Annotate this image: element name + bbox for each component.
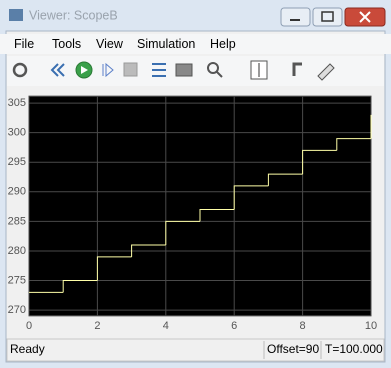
step-back-icon[interactable] — [50, 63, 65, 77]
menu-item[interactable]: View — [96, 37, 123, 51]
zoom-icon[interactable] — [207, 62, 219, 74]
settings-icon[interactable] — [12, 62, 28, 78]
minimize-button[interactable] — [280, 7, 311, 27]
status-bar — [6, 338, 385, 362]
menu-item[interactable]: File — [14, 37, 35, 51]
maximize-icon — [321, 11, 334, 22]
status-state: Ready — [10, 342, 45, 356]
menu-bar: File Tools View Simulation Help — [0, 34, 391, 54]
highlight-icon[interactable] — [152, 63, 166, 77]
status-offset: Offset=90 — [267, 342, 319, 356]
snapshot-icon[interactable] — [175, 63, 193, 77]
menu-item[interactable]: Tools — [52, 37, 82, 51]
run-glyph — [81, 66, 88, 74]
toolbar-icons — [12, 60, 335, 81]
maximize-button[interactable] — [312, 7, 343, 27]
app-icon — [9, 9, 23, 21]
close-icon — [359, 11, 371, 23]
menu-item[interactable]: Simulation — [137, 37, 196, 51]
cursor-icon[interactable] — [292, 62, 302, 76]
step-forward-icon[interactable] — [102, 62, 114, 78]
window-title: Viewer: ScopeB — [29, 8, 118, 22]
status-time: T=100.000 — [325, 342, 383, 356]
menu-item[interactable]: Help — [210, 37, 236, 51]
style-icon[interactable] — [317, 63, 335, 81]
toolbar — [7, 56, 384, 86]
stop-icon[interactable] — [123, 62, 138, 77]
zoom-handle — [216, 71, 223, 78]
